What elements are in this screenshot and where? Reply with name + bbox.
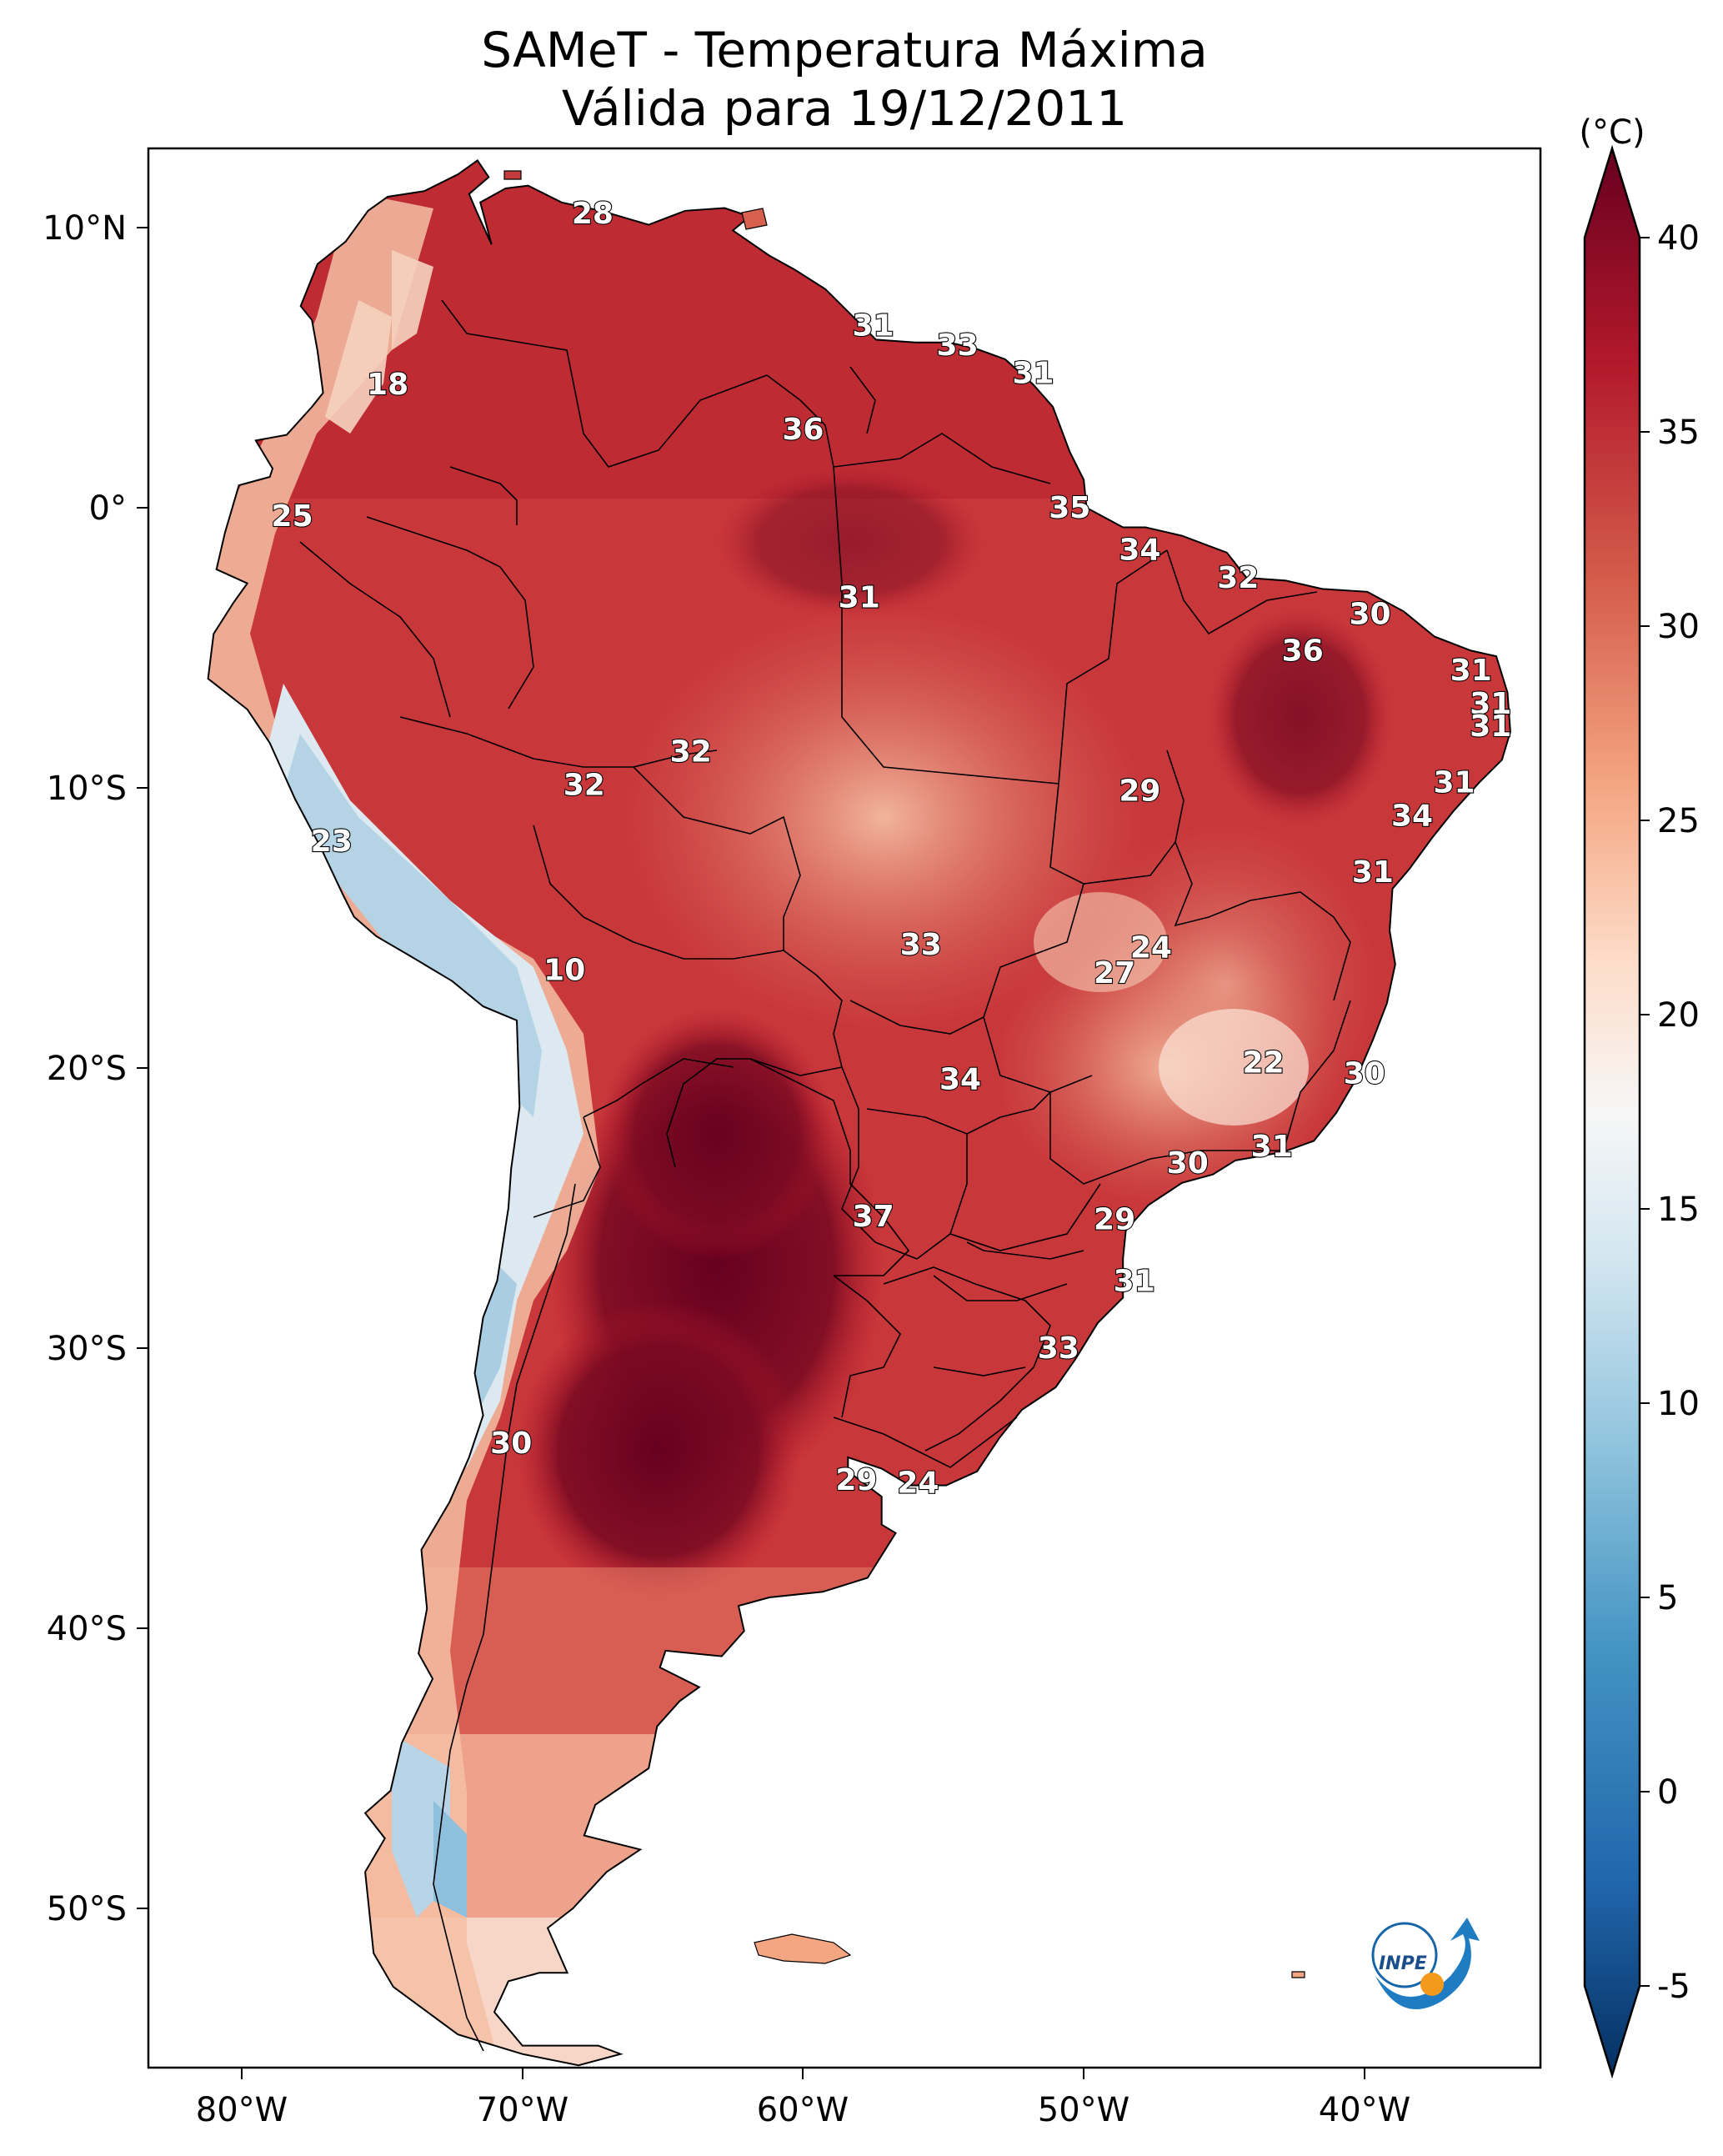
- contour-label: 31: [1450, 654, 1492, 688]
- country-borders: [299, 299, 1351, 2052]
- colorbar-tick-label: 40: [1657, 219, 1700, 258]
- lat-tick-label: 20°S: [47, 1050, 127, 1088]
- lon-tick-label: 60°W: [757, 2091, 849, 2129]
- colorbar: (°C) 40 35 30 25 20 15 10 5 0 -5: [1579, 113, 1700, 2079]
- lat-axis: 10°N 0° 10°S 20°S 30°S 40°S 50°S: [43, 209, 148, 1928]
- contour-label: 29: [835, 1463, 877, 1497]
- contour-label: 31: [1352, 855, 1394, 890]
- central-brazil-warm: [617, 600, 1150, 1034]
- contour-label: 33: [900, 928, 942, 962]
- contour-label: 34: [939, 1062, 981, 1096]
- contour-label: 24: [1130, 931, 1172, 965]
- colorbar-tick-label: 5: [1657, 1579, 1678, 1617]
- contour-label: 31: [1433, 765, 1475, 800]
- contour-label: 36: [1282, 634, 1324, 668]
- map-frame: [147, 147, 1542, 2069]
- contour-label: 31: [1114, 1264, 1155, 1298]
- colorbar-tick-label: 10: [1657, 1385, 1700, 1423]
- contour-label: 30: [490, 1426, 532, 1461]
- contour-label: 29: [1094, 1202, 1135, 1236]
- logo-text: INPE: [1379, 1953, 1427, 1974]
- contour-label: 29: [1119, 774, 1160, 808]
- contour-label: 32: [670, 735, 712, 769]
- colorbar-tick-label: -5: [1657, 1968, 1690, 2006]
- lat-tick-label: 10°N: [43, 209, 127, 248]
- contour-label: 30: [1349, 598, 1390, 632]
- map-title-line1: SAMeT - Temperatura Máxima: [481, 22, 1208, 78]
- contour-label: 30: [1167, 1146, 1209, 1181]
- contour-label: 37: [853, 1200, 894, 1234]
- inpe-logo: INPE: [1371, 1918, 1480, 2009]
- coastline: [207, 158, 1511, 2067]
- lat-tick-label: 0°: [89, 489, 127, 528]
- lat-tick-label: 40°S: [47, 1610, 127, 1648]
- lon-tick-label: 80°W: [196, 2091, 288, 2129]
- colorbar-tick-label: 30: [1657, 608, 1700, 646]
- contour-label: 27: [1094, 956, 1135, 990]
- colorbar-tick-label: 35: [1657, 414, 1700, 452]
- contour-label: 23: [311, 825, 353, 859]
- contour-label: 34: [1119, 533, 1160, 567]
- contour-label: 33: [937, 328, 979, 363]
- contour-label: 32: [1217, 561, 1259, 595]
- lon-axis: 80°W 70°W 60°W 50°W 40°W: [196, 2068, 1410, 2129]
- logo-sun-icon: [1420, 1973, 1444, 1996]
- lon-tick-label: 70°W: [477, 2091, 568, 2129]
- colorbar-tick-label: 25: [1657, 802, 1700, 840]
- contour-label: 31: [1470, 687, 1511, 721]
- contour-label: 33: [1038, 1331, 1079, 1366]
- contour-label: 28: [572, 197, 614, 231]
- map-title-line2: Válida para 19/12/2011: [562, 80, 1127, 137]
- logo-arrow-icon: [1375, 1918, 1480, 2009]
- contour-label: 24: [897, 1466, 939, 1500]
- contour-label: 25: [272, 499, 313, 534]
- contour-label: 30: [1344, 1057, 1385, 1091]
- colorbar-body: [1583, 144, 1641, 2079]
- islands: [503, 170, 1305, 1978]
- contour-label: 22: [1243, 1045, 1285, 1080]
- lat-tick-label: 30°S: [47, 1330, 127, 1368]
- contour-label: 35: [1049, 491, 1090, 525]
- contour-label: 36: [782, 413, 824, 447]
- logo-ring: [1371, 1922, 1438, 1988]
- colorbar-tick-label: 15: [1657, 1191, 1700, 1229]
- contour-label: 18: [367, 368, 408, 402]
- contour-label: 31: [1012, 357, 1054, 391]
- lat-tick-label: 10°S: [47, 770, 127, 808]
- lon-tick-label: 50°W: [1038, 2091, 1129, 2129]
- contour-label: 31: [1470, 709, 1511, 744]
- contour-label: 31: [853, 309, 894, 343]
- lat-tick-label: 50°S: [47, 1890, 127, 1928]
- contour-label: 31: [839, 581, 880, 615]
- contour-label: 31: [1251, 1130, 1293, 1164]
- lon-tick-label: 40°W: [1319, 2091, 1410, 2129]
- contour-label: 10: [543, 953, 585, 987]
- contour-label: 34: [1391, 800, 1433, 834]
- colorbar-tick-label: 0: [1657, 1773, 1678, 1812]
- colorbar-tick-label: 20: [1657, 996, 1700, 1035]
- contour-label: 32: [563, 769, 605, 803]
